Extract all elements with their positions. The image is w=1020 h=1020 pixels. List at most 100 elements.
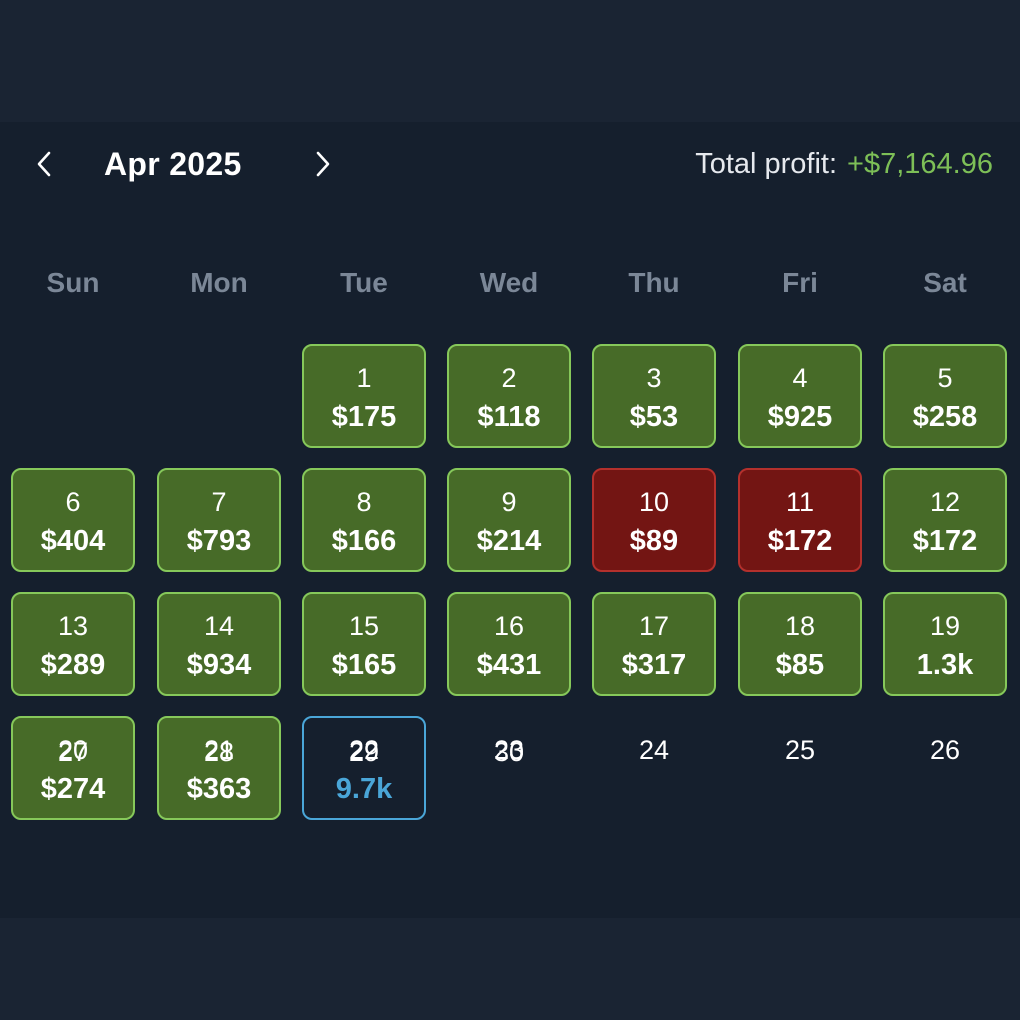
- day-number: 25: [784, 735, 816, 765]
- day-cell-19[interactable]: 19 1.3k: [883, 592, 1007, 696]
- day-number: 21: [203, 735, 235, 765]
- day-cell-4[interactable]: 4 $925: [738, 344, 862, 448]
- day-number: 28: [203, 737, 235, 767]
- day-number: 17: [638, 611, 670, 641]
- day-number: 7: [211, 487, 227, 517]
- day-number: 1: [356, 363, 372, 393]
- day-number: 5: [937, 363, 953, 393]
- day-number: 19: [929, 611, 961, 641]
- day-pnl: $404: [40, 525, 106, 557]
- day-pnl: $89: [629, 525, 679, 557]
- day-number: 15: [348, 611, 380, 641]
- day-cell-14[interactable]: 14 $934: [157, 592, 281, 696]
- day-pnl: $274: [40, 773, 106, 805]
- day-number: 10: [638, 487, 670, 517]
- total-profit: Total profit: +$7,164.96: [695, 148, 993, 181]
- day-number: 26: [929, 735, 961, 765]
- day-cell-15[interactable]: 15 $165: [302, 592, 426, 696]
- day-number: 24: [638, 735, 670, 765]
- day-number: 29: [348, 737, 380, 767]
- weekday-tue: Tue: [340, 267, 388, 298]
- day-pnl: $175: [331, 401, 397, 433]
- day-pnl: $165: [331, 649, 397, 681]
- day-cell-12[interactable]: 12 $172: [883, 468, 1007, 572]
- day-pnl: $85: [775, 649, 825, 681]
- day-cell-28[interactable]: 28: [157, 718, 281, 822]
- day-pnl: $431: [476, 649, 542, 681]
- month-title: Apr 2025: [104, 146, 242, 182]
- day-number: 13: [57, 611, 89, 641]
- day-pnl: $289: [40, 649, 106, 681]
- calendar-header: Apr 2025 Total profit: +$7,164.96: [0, 122, 1020, 212]
- weekday-mon: Mon: [190, 267, 248, 298]
- day-pnl: $925: [767, 401, 833, 433]
- day-pnl: $172: [767, 525, 833, 557]
- weekday-wed: Wed: [479, 267, 539, 298]
- day-number: 3: [646, 363, 662, 393]
- day-pnl: $53: [629, 401, 679, 433]
- day-pnl: $934: [186, 649, 252, 681]
- day-number: 22: [348, 735, 380, 765]
- day-number: 6: [65, 487, 81, 517]
- day-pnl: $118: [477, 401, 541, 433]
- day-cell-11[interactable]: 11 $172: [738, 468, 862, 572]
- calendar-panel: Apr 2025 Total profit: +$7,164.96 Sun Mon T…: [0, 122, 1020, 918]
- total-profit-value: +$7,164.96: [847, 148, 993, 180]
- day-pnl: $172: [912, 525, 978, 557]
- day-cell-18[interactable]: 18 $85: [738, 592, 862, 696]
- day-cell-21[interactable]: 21 $363: [157, 716, 281, 820]
- day-pnl: $363: [186, 773, 252, 805]
- weekday-header-row: Sun Mon Tue Wed Thu Fri Sat: [0, 267, 1020, 307]
- chevron-right-icon: [316, 151, 330, 177]
- day-cell-29[interactable]: 29: [302, 718, 426, 822]
- weekday-thu: Thu: [628, 267, 680, 298]
- day-pnl: $258: [912, 401, 978, 433]
- day-pnl: $793: [186, 525, 252, 557]
- calendar-grid: 1 $175 2 $118 3 $53 4 $925 5 $258 6 $404 7 $793 8 $166 9…: [0, 122, 1020, 918]
- previous-month-button[interactable]: [24, 144, 64, 184]
- day-cell-3[interactable]: 3 $53: [592, 344, 716, 448]
- weekday-sat: Sat: [923, 267, 967, 298]
- day-cell-7[interactable]: 7 $793: [157, 468, 281, 572]
- day-cell-20[interactable]: 20 $274: [11, 716, 135, 820]
- day-number: 30: [493, 737, 525, 767]
- day-pnl: $214: [476, 525, 542, 557]
- day-cell-5[interactable]: 5 $258: [883, 344, 1007, 448]
- day-cell-17[interactable]: 17 $317: [592, 592, 716, 696]
- weekday-fri: Fri: [782, 267, 818, 298]
- day-number: 18: [784, 611, 816, 641]
- day-cell-23[interactable]: 23: [447, 716, 571, 820]
- day-cell-24[interactable]: 24: [592, 716, 716, 820]
- day-number: 8: [356, 487, 372, 517]
- day-number: 14: [203, 611, 235, 641]
- day-cell-9[interactable]: 9 $214: [447, 468, 571, 572]
- day-cell-6[interactable]: 6 $404: [11, 468, 135, 572]
- total-profit-label: Total profit:: [695, 148, 838, 180]
- chevron-left-icon: [37, 151, 51, 177]
- day-number: 11: [785, 487, 815, 517]
- day-number: 23: [493, 735, 525, 765]
- day-number: 16: [493, 611, 525, 641]
- day-pnl: 9.7k: [335, 773, 393, 805]
- day-cell-10[interactable]: 10 $89: [592, 468, 716, 572]
- next-month-button[interactable]: [303, 144, 343, 184]
- day-pnl: $317: [621, 649, 687, 681]
- day-cell-26[interactable]: 26: [883, 716, 1007, 820]
- day-cell-2[interactable]: 2 $118: [447, 344, 571, 448]
- weekday-sun: Sun: [46, 267, 100, 298]
- day-number: 20: [57, 735, 89, 765]
- day-cell-8[interactable]: 8 $166: [302, 468, 426, 572]
- day-cell-13[interactable]: 13 $289: [11, 592, 135, 696]
- day-number: 4: [792, 363, 808, 393]
- day-number: 27: [57, 737, 89, 767]
- day-number: 12: [929, 487, 961, 517]
- day-cell-22[interactable]: 22 9.7k: [302, 716, 426, 820]
- day-number: 2: [501, 363, 517, 393]
- day-cell-30[interactable]: 30: [447, 718, 571, 822]
- day-number: 9: [501, 487, 517, 517]
- day-pnl: $166: [331, 525, 397, 557]
- day-cell-16[interactable]: 16 $431: [447, 592, 571, 696]
- day-cell-25[interactable]: 25: [738, 716, 862, 820]
- day-cell-27[interactable]: 27: [11, 718, 135, 822]
- day-cell-1[interactable]: 1 $175: [302, 344, 426, 448]
